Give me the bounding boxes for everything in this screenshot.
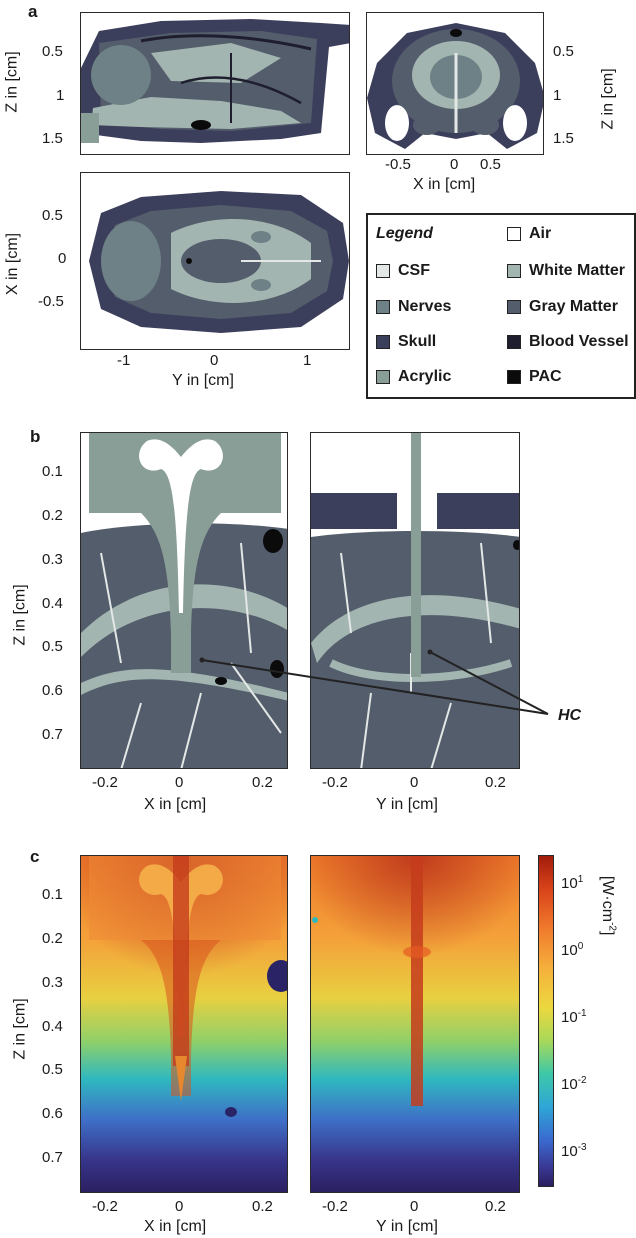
b-left-xlabel: X in [cm] <box>144 796 207 813</box>
coronal-view <box>366 12 544 155</box>
c-ytick-1: 0.2 <box>42 930 63 947</box>
c-ytick-0: 0.1 <box>42 886 63 903</box>
legend-item-acrylic: Acrylic <box>376 368 451 386</box>
axial-xtick-2: 1 <box>303 352 312 369</box>
b-ytick-3: 0.4 <box>42 595 63 612</box>
c-right-xtick-2: 0.2 <box>485 1198 506 1215</box>
c-right-xlabel: Y in [cm] <box>376 1218 438 1235</box>
axial-view <box>80 172 350 350</box>
axial-ytick-2: -0.5 <box>38 293 64 310</box>
intensity-map-yz <box>310 855 520 1193</box>
coronal-ytick-1: 1 <box>553 87 562 104</box>
colorbar-unit-label: [W·cm-2] <box>599 875 618 936</box>
legend-swatch-blood-vessel <box>507 335 521 349</box>
axial-xtick-1: 0 <box>210 352 219 369</box>
b-right-xlabel: Y in [cm] <box>376 796 438 813</box>
legend-swatch-acrylic <box>376 370 390 384</box>
b-ylabel: Z in [cm] <box>11 584 29 646</box>
sagittal-view <box>80 12 350 155</box>
c-left-xlabel: X in [cm] <box>144 1218 207 1235</box>
sagittal-ytick-1: 1 <box>56 87 65 104</box>
b-left-xtick-2: 0.2 <box>252 774 273 791</box>
b-ytick-4: 0.5 <box>42 638 63 655</box>
c-right-xtick-0: -0.2 <box>322 1198 348 1215</box>
sagittal-ytick-2: 1.5 <box>42 130 63 147</box>
c-left-xtick-0: -0.2 <box>92 1198 118 1215</box>
c-ytick-2: 0.3 <box>42 974 63 991</box>
tissue-view-xz <box>80 432 288 769</box>
coronal-ytick-0: 0.5 <box>553 43 574 60</box>
b-ytick-0: 0.1 <box>42 463 63 480</box>
legend-swatch-skull <box>376 335 390 349</box>
c-right-xtick-1: 0 <box>410 1198 419 1215</box>
sagittal-ytick-0: 0.5 <box>42 43 63 60</box>
c-ytick-4: 0.5 <box>42 1061 63 1078</box>
legend-item-air: Air <box>507 225 551 243</box>
panel-letter-c: c <box>30 847 40 866</box>
legend-swatch-air <box>507 227 521 241</box>
legend-swatch-pac <box>507 370 521 384</box>
c-ytick-3: 0.4 <box>42 1018 63 1035</box>
b-right-xtick-2: 0.2 <box>485 774 506 791</box>
axial-xlabel: Y in [cm] <box>172 372 234 389</box>
b-right-xtick-1: 0 <box>410 774 419 791</box>
axial-ytick-0: 0.5 <box>42 207 63 224</box>
legend-swatch-csf <box>376 264 390 278</box>
legend-swatch-gray-matter <box>507 300 521 314</box>
legend-item-blood-vessel: Blood Vessel <box>507 333 629 351</box>
colorbar-tick-4: 10-3 <box>561 1142 587 1160</box>
legend-item-white-matter: White Matter <box>507 262 625 280</box>
c-left-xtick-1: 0 <box>175 1198 184 1215</box>
colorbar-tick-3: 10-2 <box>561 1075 587 1093</box>
legend-item-nerves: Nerves <box>376 298 451 316</box>
b-ytick-2: 0.3 <box>42 551 63 568</box>
b-right-xtick-0: -0.2 <box>322 774 348 791</box>
b-ytick-1: 0.2 <box>42 507 63 524</box>
coronal-xtick-1: 0 <box>450 156 459 173</box>
legend-swatch-nerves <box>376 300 390 314</box>
legend-title: Legend <box>376 225 433 242</box>
c-ytick-6: 0.7 <box>42 1149 63 1166</box>
axial-ytick-1: 0 <box>58 250 67 267</box>
colorbar <box>538 855 554 1187</box>
colorbar-tick-1: 100 <box>561 941 584 959</box>
hc-annotation: HC <box>558 707 582 724</box>
coronal-xtick-0: -0.5 <box>385 156 411 173</box>
b-left-xtick-1: 0 <box>175 774 184 791</box>
coronal-ytick-2: 1.5 <box>553 130 574 147</box>
b-ytick-5: 0.6 <box>42 682 63 699</box>
coronal-xlabel: X in [cm] <box>413 176 476 193</box>
colorbar-tick-2: 10-1 <box>561 1008 587 1026</box>
legend-swatch-white-matter <box>507 264 521 278</box>
legend-item-gray-matter: Gray Matter <box>507 298 618 316</box>
panel-letter-b: b <box>30 427 41 446</box>
legend: Legend Air CSF White Matter Nerves Gray … <box>366 213 636 399</box>
axial-xtick-0: -1 <box>117 352 131 369</box>
legend-item-pac: PAC <box>507 368 562 386</box>
tissue-view-yz <box>310 432 520 769</box>
coronal-xtick-2: 0.5 <box>480 156 501 173</box>
colorbar-tick-0: 101 <box>561 874 584 892</box>
c-ytick-5: 0.6 <box>42 1105 63 1122</box>
intensity-map-xz <box>80 855 288 1193</box>
c-ylabel: Z in [cm] <box>11 998 29 1060</box>
b-ytick-6: 0.7 <box>42 726 63 743</box>
c-left-xtick-2: 0.2 <box>252 1198 273 1215</box>
legend-item-skull: Skull <box>376 333 436 351</box>
b-left-xtick-0: -0.2 <box>92 774 118 791</box>
legend-item-csf: CSF <box>376 262 430 280</box>
panel-letter-a: a <box>28 2 38 21</box>
